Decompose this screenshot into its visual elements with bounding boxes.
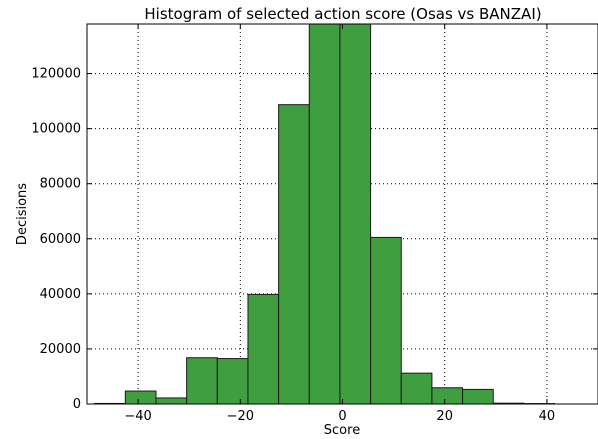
histogram-bar [462,388,494,405]
x-tick-label: 0 [338,409,346,424]
histogram-bar [308,23,341,405]
y-tick-label: 0 [73,397,81,412]
histogram-bar [370,236,402,405]
y-tick-label: 120000 [31,67,81,82]
x-tick-label: 20 [436,409,453,424]
chart-title: Histogram of selected action score (Osas… [144,5,541,23]
histogram-bar [339,23,372,405]
y-tick-label: 60000 [40,232,81,247]
y-tick-label: 40000 [40,287,81,302]
histogram-bar [155,397,188,405]
y-axis-label: Decisions [15,183,30,245]
histogram-bars [94,23,556,405]
histogram-bar [124,390,157,405]
y-tick-label: 20000 [40,342,81,357]
x-tick-label: 40 [539,409,556,424]
y-tick-label: 100000 [31,122,81,137]
histogram-bar [400,372,433,405]
histogram-bar [278,104,310,405]
x-tick-label: −20 [227,409,254,424]
axis-ticks: −40 −20 0 20 40 0 20000 40000 60000 80000 100000 12… [31,24,598,424]
y-tick-label: 80000 [40,177,81,192]
x-tick-label: −40 [124,409,151,424]
histogram-bar [431,387,464,405]
histogram-bar [216,358,249,405]
histogram-bar [247,293,280,405]
histogram-bar [186,357,218,405]
x-axis-label: Score [324,423,360,438]
